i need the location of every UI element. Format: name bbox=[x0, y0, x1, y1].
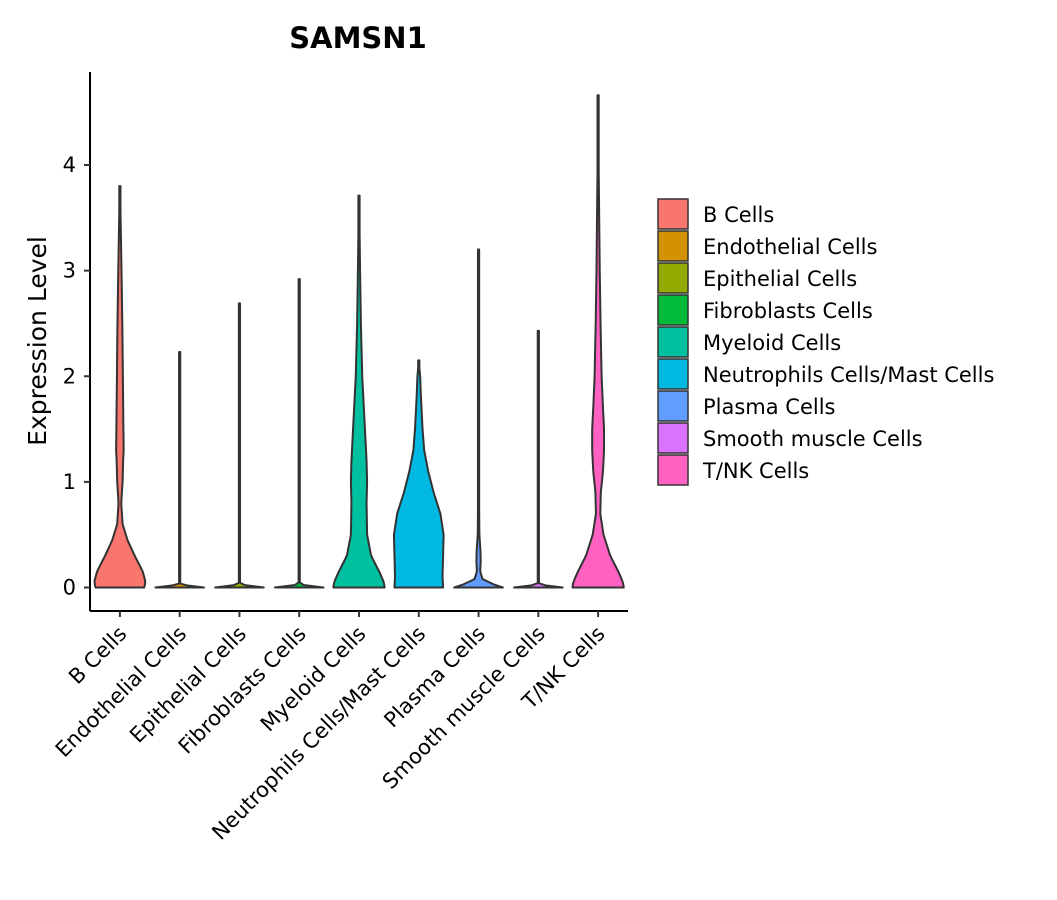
legend-key bbox=[657, 422, 689, 454]
legend-key bbox=[657, 390, 689, 422]
legend-label: Epithelial Cells bbox=[703, 267, 857, 291]
legend: B Cells Endothelial Cells Epithelial Cells… bbox=[657, 198, 994, 486]
legend-key bbox=[657, 326, 689, 358]
legend-key bbox=[657, 358, 689, 390]
legend-label: T/NK Cells bbox=[702, 459, 809, 483]
y-tick-label: 0 bbox=[63, 576, 76, 600]
y-tick-label: 4 bbox=[63, 153, 76, 177]
legend-label: Fibroblasts Cells bbox=[703, 299, 873, 323]
y-axis-label: Expression Level bbox=[23, 236, 52, 446]
y-tick-label: 1 bbox=[63, 470, 76, 494]
violin-endothelial-cells bbox=[154, 350, 205, 589]
y-tick-label: 3 bbox=[63, 259, 76, 283]
violin-b-cells bbox=[93, 185, 147, 589]
legend-key bbox=[657, 294, 689, 326]
legend-key bbox=[657, 198, 689, 230]
legend-key bbox=[657, 454, 689, 486]
violin-epithelial-cells bbox=[214, 302, 265, 589]
violin-fibroblasts-cells bbox=[273, 278, 325, 589]
legend-key bbox=[657, 230, 689, 262]
violin-myeloid-cells bbox=[332, 194, 386, 589]
legend-label: Neutrophils Cells/Mast Cells bbox=[703, 363, 994, 387]
y-tick-label: 2 bbox=[63, 364, 76, 388]
violin-neutrophils-cells-mast-cells bbox=[392, 359, 445, 589]
legend-label: Endothelial Cells bbox=[703, 235, 877, 259]
x-tick-label: Myeloid Cells bbox=[256, 622, 371, 737]
legend-key bbox=[657, 262, 689, 294]
violin-t-nk-cells bbox=[571, 94, 625, 589]
legend-label: Smooth muscle Cells bbox=[703, 427, 923, 451]
violin-smooth-muscle-cells bbox=[513, 329, 564, 589]
plot-area bbox=[93, 94, 625, 589]
legend-label: Plasma Cells bbox=[703, 395, 836, 419]
legend-label: Myeloid Cells bbox=[703, 331, 841, 355]
violin-plasma-cells bbox=[453, 248, 504, 589]
chart-title: SAMSN1 bbox=[289, 21, 427, 55]
legend-label: B Cells bbox=[703, 203, 774, 227]
